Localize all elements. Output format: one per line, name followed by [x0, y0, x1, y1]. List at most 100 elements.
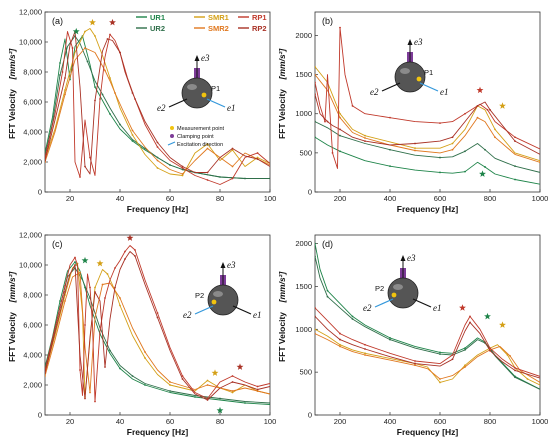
series-point-smr2: [476, 116, 479, 119]
series-point-rp1: [389, 116, 391, 119]
series-point-rp1: [89, 286, 91, 289]
peak-star: [479, 170, 486, 177]
series-point-ur2: [464, 348, 466, 351]
vector-e1-label: e1: [227, 103, 236, 113]
series-point-rp2: [231, 147, 234, 150]
series-line-smr2: [315, 333, 540, 383]
sphere: [394, 61, 426, 93]
series-point-ur1: [339, 150, 341, 153]
series-point-rp1: [331, 151, 334, 154]
series-line-ur2: [315, 121, 540, 173]
series-line-smr2: [45, 47, 270, 175]
y-tick-label: 2000: [295, 239, 312, 248]
series-point-smr2: [539, 381, 540, 384]
series-point-smr2: [439, 378, 441, 380]
x-tick-label: 20: [66, 194, 74, 203]
series-point-smr1: [526, 378, 529, 380]
series-point-ur1: [439, 171, 441, 174]
series-line-smr1: [315, 328, 540, 386]
measurement-point-label: P1: [211, 84, 220, 93]
series-point-ur1: [389, 336, 391, 339]
series-point-rp1: [324, 120, 326, 123]
series-point-ur2: [169, 390, 171, 392]
y-tick-label: 8,000: [23, 68, 42, 77]
series-point-smr2: [339, 345, 341, 348]
series-point-rp1: [364, 343, 366, 346]
vector-e2-arrow: [194, 305, 214, 315]
series-point-ur1: [484, 166, 486, 168]
series-point-rp2: [45, 159, 46, 162]
x-axis-title: Frequency [Hz]: [397, 204, 459, 214]
series-point-rp2: [364, 348, 366, 350]
vector-e2-label: e2: [157, 103, 166, 113]
series-point-ur2: [219, 397, 221, 400]
peak-star: [499, 102, 506, 109]
series-point-rp1: [351, 105, 354, 107]
panel-b: 200 400 600 800 1000 0 500 1000 1500 2000 Frequenc…: [277, 11, 549, 214]
series-point-rp1: [256, 385, 259, 388]
x-tick-label: 60: [166, 417, 174, 426]
series-point-smr1: [231, 391, 234, 394]
vector-e1-label: e1: [253, 310, 262, 320]
series-line-rp2: [45, 251, 270, 401]
y-tick-label: 2000: [295, 31, 312, 40]
series-point-smr1: [84, 30, 86, 33]
series-point-rp1: [414, 360, 416, 362]
series-point-rp1: [451, 354, 454, 356]
series-point-smr2: [339, 116, 341, 119]
series-point-rp1: [315, 81, 316, 84]
series-point-rp2: [469, 321, 471, 324]
x-tick-label: 1000: [532, 194, 549, 203]
inset-notes: Measurement point Clamping point Excitatio…: [167, 126, 225, 148]
panel-a: 20 40 60 80 100 0 2,000 4,000 6,000 8,000 10,000 12…: [7, 8, 276, 215]
series-line-rp1: [45, 245, 270, 402]
series-point-rp1: [79, 176, 81, 178]
series-point-smr2: [89, 391, 91, 394]
plot-frame: [314, 234, 541, 416]
series-point-rp1: [231, 375, 234, 377]
series-point-smr1: [64, 89, 66, 91]
vector-e3-head: [400, 255, 406, 261]
y-tick-label: 1000: [295, 109, 312, 118]
y-tick-label: 0: [308, 411, 312, 420]
peak-star: [72, 27, 80, 35]
series-point-rp2: [64, 291, 66, 293]
series-point-smr1: [156, 167, 159, 169]
series-point-ur2: [389, 148, 391, 151]
y-axis-unit: [mm/s²]: [7, 270, 17, 303]
sphere-highlight: [213, 291, 223, 297]
series-point-rp2: [181, 378, 184, 380]
series-point-smr1: [206, 379, 209, 382]
series-point-rp2: [134, 255, 136, 257]
peak-star: [89, 18, 96, 26]
peak-star: [216, 406, 224, 414]
series-point-rp1: [181, 167, 184, 169]
series-point-rp1: [114, 267, 116, 269]
series-point-ur1: [59, 62, 61, 64]
series-line-ur1: [315, 136, 540, 185]
clamp-sphere-diagram: e3 e2 e1 P2: [363, 253, 442, 313]
y-tick-label: 500: [299, 368, 312, 377]
series-line-smr2: [45, 272, 270, 395]
clamp-sphere-diagram: e3 e2 e1 P1: [157, 53, 236, 113]
series-line-rp1: [315, 307, 540, 377]
series-point-smr2: [451, 148, 454, 151]
series-point-rp2: [45, 372, 46, 374]
series-point-rp1: [256, 152, 259, 154]
peak-star: [96, 259, 104, 267]
series-point-ur1: [74, 261, 76, 263]
series-point-rp1: [64, 285, 66, 287]
x-axis-title: Frequency [Hz]: [397, 427, 459, 437]
series-point-smr2: [131, 129, 134, 132]
y-axis-title: FFT Velocity: [7, 89, 17, 139]
series-point-ur1: [389, 165, 391, 168]
series-point-rp2: [451, 136, 454, 139]
series-point-ur2: [315, 255, 316, 258]
series-point-smr1: [256, 156, 259, 159]
measurement-point: [211, 299, 217, 305]
series-point-rp2: [414, 362, 416, 365]
series-point-smr1: [206, 143, 209, 145]
series-point-smr2: [509, 354, 511, 357]
series-point-rp1: [514, 366, 516, 369]
series-point-rp2: [206, 171, 209, 174]
